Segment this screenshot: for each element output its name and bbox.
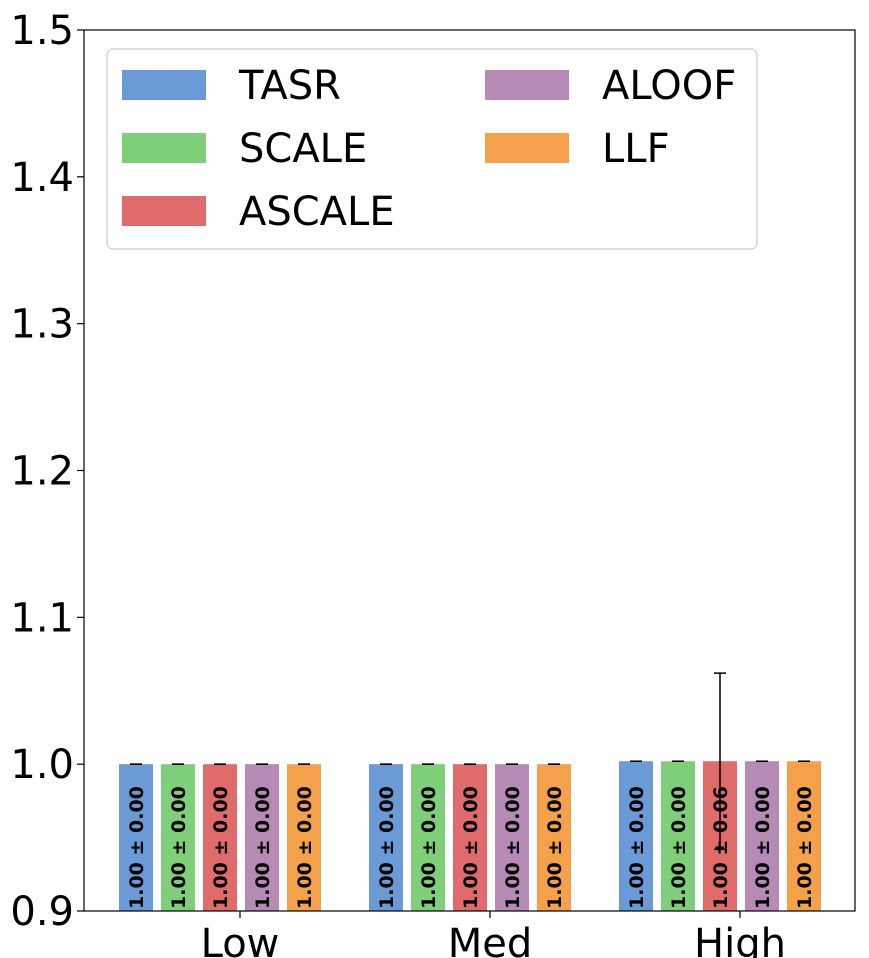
legend-item-aloof: ALOOF [485,63,736,109]
error-bars-layer [130,672,810,851]
data-label-aloof-high: 1.00 ± 0.00 [752,786,774,909]
data-label-llf-med: 1.00 ± 0.00 [544,786,566,909]
y-tick-label: 1.3 [10,302,74,348]
y-tick-label: 1.1 [10,595,74,641]
x-tick-label-low: Low [201,921,280,958]
x-axis: Low Med High [201,911,786,958]
legend-label: TASR [238,63,341,109]
bar-aloof-low [245,764,279,911]
bar-ascale-med [453,764,487,911]
legend-label: SCALE [239,126,367,172]
legend-item-llf: LLF [485,126,670,172]
data-label-llf-low: 1.00 ± 0.00 [294,786,316,909]
data-label-scale-med: 1.00 ± 0.00 [418,786,440,909]
bar-tasr-med [369,764,403,911]
legend-swatch [122,133,206,163]
data-label-tasr-high: 1.00 ± 0.00 [626,786,648,909]
y-tick-label: 1.0 [10,742,74,788]
legend-label: ALOOF [602,63,736,109]
legend: TASR SCALE ASCALE ALOOF LLF [106,48,758,250]
data-label-tasr-med: 1.00 ± 0.00 [376,786,398,909]
bar-llf-med [537,764,571,911]
data-label-ascale-med: 1.00 ± 0.00 [460,786,482,909]
legend-swatch [485,133,569,163]
bars-layer [119,761,821,911]
error-bar-ascale-high [714,672,726,851]
data-label-ascale-high: 1.00 ± 0.06 [710,786,732,909]
y-axis: 0.9 1.0 1.1 1.2 1.3 1.4 1.5 [10,8,84,935]
legend-frame [106,48,758,250]
bar-tasr-low [119,764,153,911]
data-label-scale-high: 1.00 ± 0.00 [668,786,690,909]
bar-ascale-low [203,764,237,911]
bar-scale-med [411,764,445,911]
bar-scale-low [161,764,195,911]
legend-swatch [122,70,206,100]
legend-swatch [485,70,569,100]
data-label-aloof-low: 1.00 ± 0.00 [252,786,274,909]
legend-label: LLF [602,126,670,172]
data-labels-layer: 1.00 ± 0.00 1.00 ± 0.00 1.00 ± 0.00 1.00 ± … [126,786,816,909]
legend-label: ASCALE [239,189,395,235]
legend-item-tasr: TASR [122,63,341,109]
bar-tasr-high [619,761,653,911]
y-tick-label: 0.9 [10,889,74,935]
data-label-aloof-med: 1.00 ± 0.00 [502,786,524,909]
legend-swatch [122,196,206,226]
bar-aloof-high [745,761,779,911]
data-label-ascale-low: 1.00 ± 0.00 [210,786,232,909]
y-tick-label: 1.4 [10,155,74,201]
y-tick-label: 1.5 [10,8,74,54]
data-label-llf-high: 1.00 ± 0.00 [794,786,816,909]
bar-aloof-med [495,764,529,911]
x-tick-label-high: High [694,921,786,958]
legend-item-scale: SCALE [122,126,367,172]
bar-llf-high [787,761,821,911]
bar-llf-low [287,764,321,911]
data-label-scale-low: 1.00 ± 0.00 [168,786,190,909]
bar-scale-high [661,761,695,911]
legend-item-ascale: ASCALE [122,189,395,235]
data-label-tasr-low: 1.00 ± 0.00 [126,786,148,909]
y-tick-label: 1.2 [10,449,74,495]
x-tick-label-med: Med [448,921,533,958]
